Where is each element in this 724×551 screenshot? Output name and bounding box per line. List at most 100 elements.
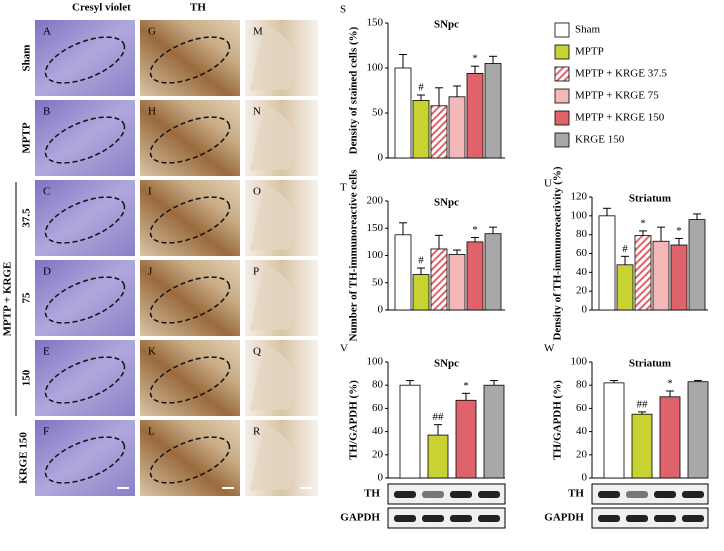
y-tick-label: 200 <box>367 195 384 207</box>
tissue-shape <box>250 105 295 170</box>
bar <box>466 73 484 159</box>
bar <box>484 233 502 311</box>
panel-letter: E <box>43 346 50 358</box>
panel-letter: B <box>43 106 50 118</box>
significance-mark: * <box>667 378 673 390</box>
bar <box>634 235 652 311</box>
panel-letter: H <box>148 106 156 118</box>
panel-letter: F <box>43 426 49 438</box>
panel-letter: U <box>544 178 552 190</box>
micrograph <box>140 340 240 416</box>
row-label: 150 <box>21 369 33 386</box>
significance-mark: ## <box>637 398 649 410</box>
bar <box>483 384 505 479</box>
legend-swatch <box>554 66 570 82</box>
blot-band <box>394 491 416 498</box>
blot-strip <box>591 507 709 529</box>
tissue-shape <box>250 425 295 490</box>
panel-letter: D <box>43 266 51 278</box>
tissue-shape <box>250 345 295 410</box>
micrograph <box>35 340 135 416</box>
panel-letter: P <box>253 266 259 278</box>
bar <box>466 241 484 311</box>
y-tick-label: 20 <box>576 285 588 297</box>
blot-label: TH <box>568 488 584 500</box>
panel-letter: N <box>253 106 261 118</box>
y-tick-label: 80 <box>372 379 384 391</box>
significance-mark: # <box>418 82 424 94</box>
legend-swatch <box>554 110 570 126</box>
y-tick-label: 20 <box>576 448 588 460</box>
group-label: MPTP + KRGE <box>2 262 14 337</box>
bar <box>598 215 616 311</box>
blot-strip <box>591 483 709 505</box>
roi-outline <box>149 36 231 84</box>
y-tick-label: 0 <box>582 472 588 484</box>
significance-mark: * <box>640 217 646 229</box>
micrograph <box>140 420 240 496</box>
bar <box>399 384 421 479</box>
y-tick-label: 100 <box>367 62 384 74</box>
roi-outline <box>44 276 126 324</box>
bar <box>430 248 448 311</box>
panel-letter: I <box>148 186 152 198</box>
blot-band <box>450 491 472 498</box>
legend-swatch <box>554 22 570 38</box>
panel-letter: W <box>544 343 555 355</box>
micrograph <box>140 20 240 96</box>
roi-outline <box>44 36 126 84</box>
panel-letter: K <box>148 346 156 358</box>
micrograph <box>35 180 135 256</box>
blot-band <box>654 491 676 498</box>
y-tick-label: 20 <box>372 448 384 460</box>
y-tick-label: 0 <box>582 304 588 316</box>
tissue-shape <box>250 265 295 330</box>
roi-outline <box>149 196 231 244</box>
blot-band <box>394 515 416 522</box>
panel-letter: V <box>340 343 348 355</box>
panel-letter: M <box>253 26 263 38</box>
legend-label: KRGE 150 <box>575 134 625 146</box>
panel-letter: L <box>148 426 155 438</box>
bar <box>484 63 502 159</box>
blot-band <box>422 515 444 522</box>
legend-label: Sham <box>575 24 601 36</box>
bar <box>652 240 670 311</box>
blot-strip <box>387 507 506 529</box>
y-tick-label: 0 <box>378 472 384 484</box>
micrograph <box>140 100 240 176</box>
micrograph <box>140 180 240 256</box>
significance-mark: * <box>676 225 682 237</box>
y-tick-label: 80 <box>576 228 588 240</box>
panel-letter: G <box>148 26 156 38</box>
legend-swatch <box>554 88 570 104</box>
y-tick-label: 50 <box>372 276 384 288</box>
micrograph <box>140 260 240 336</box>
y-tick-label: 100 <box>571 356 588 368</box>
roi-outline <box>44 196 126 244</box>
y-axis-label: Density of stained cells (%) <box>348 26 360 154</box>
legend-label: MPTP + KRGE 37.5 <box>575 68 667 80</box>
bar <box>412 100 430 159</box>
y-axis-label: Density of TH-immunoreactivity (%) <box>552 166 564 340</box>
bar <box>631 413 653 479</box>
significance-mark: # <box>622 243 628 255</box>
column-header: Cresyl violet <box>72 2 131 14</box>
y-axis-label: Number of TH-immunoreactive cells <box>348 169 360 342</box>
roi-outline <box>149 276 231 324</box>
panel-letter: R <box>253 426 261 438</box>
roi-outline <box>44 116 126 164</box>
bar <box>427 434 449 479</box>
micrograph <box>35 420 135 496</box>
bar <box>448 96 466 159</box>
y-tick-label: 80 <box>576 379 588 391</box>
bar <box>688 219 706 311</box>
y-tick-label: 40 <box>576 266 588 278</box>
roi-outline <box>44 356 126 404</box>
bar <box>603 382 625 479</box>
blot-band <box>654 515 676 522</box>
micrograph <box>35 20 135 96</box>
row-label: 75 <box>21 292 33 304</box>
chart-title: Striatum <box>629 358 671 370</box>
roi-outline <box>44 436 126 484</box>
